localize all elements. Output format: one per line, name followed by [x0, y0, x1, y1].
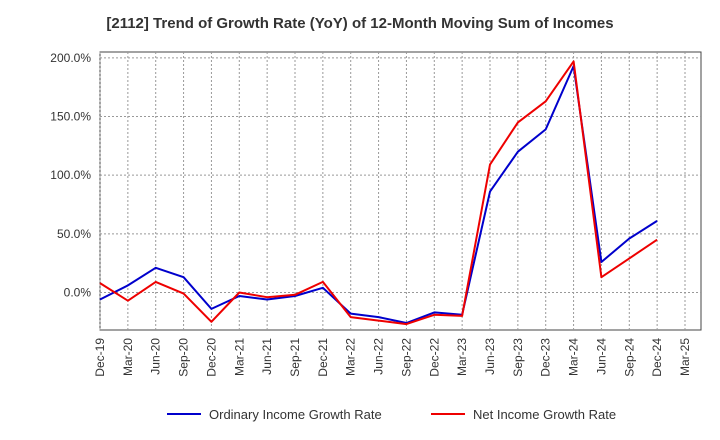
legend: Ordinary Income Growth Rate Net Income Gr… [167, 407, 616, 422]
y-tick-label: 50.0% [57, 227, 91, 241]
x-tick-label: Mar-24 [567, 338, 581, 376]
x-tick-label: Jun-20 [149, 338, 163, 375]
x-tick-label: Sep-22 [399, 338, 413, 377]
x-tick-label: Dec-20 [204, 338, 218, 377]
x-tick-label: Sep-21 [288, 338, 302, 377]
x-tick-label: Mar-25 [678, 338, 692, 376]
plot-area [99, 51, 702, 331]
legend-label: Ordinary Income Growth Rate [209, 407, 382, 422]
x-tick-label: Jun-23 [483, 338, 497, 375]
x-tick-label: Dec-24 [650, 338, 664, 377]
x-tick-label: Mar-23 [455, 338, 469, 376]
series-line-0 [99, 65, 658, 324]
grid [99, 52, 701, 330]
x-tick-label: Jun-21 [260, 338, 274, 375]
y-tick-label: 0.0% [64, 285, 92, 299]
y-tick-label: 200.0% [50, 51, 91, 65]
x-tick-label: Dec-19 [93, 338, 107, 377]
x-axis-ticks: Dec-19 Mar-20 Jun-20 Sep-20 Dec-20 Mar-21 Jun-… [93, 338, 692, 377]
y-tick-label: 100.0% [50, 168, 91, 182]
series-lines [99, 60, 658, 326]
y-axis-ticks: 200.0% 150.0% 100.0% 50.0% 0.0% [50, 51, 91, 300]
x-tick-label: Mar-20 [121, 338, 135, 376]
x-tick-label: Mar-22 [344, 338, 358, 376]
x-tick-label: Mar-21 [232, 338, 246, 376]
x-tick-label: Dec-23 [539, 338, 553, 377]
x-tick-label: Jun-22 [372, 338, 386, 375]
series-line-1 [99, 60, 658, 326]
x-tick-label: Sep-20 [177, 338, 191, 377]
x-tick-label: Sep-24 [622, 338, 636, 377]
x-tick-label: Dec-21 [316, 338, 330, 377]
chart-title: [2112] Trend of Growth Rate (YoY) of 12-… [106, 15, 614, 32]
x-tick-label: Sep-23 [511, 338, 525, 377]
y-tick-label: 150.0% [50, 110, 91, 124]
x-tick-label: Jun-24 [594, 338, 608, 375]
legend-label: Net Income Growth Rate [473, 407, 616, 422]
x-tick-label: Dec-22 [427, 338, 441, 377]
